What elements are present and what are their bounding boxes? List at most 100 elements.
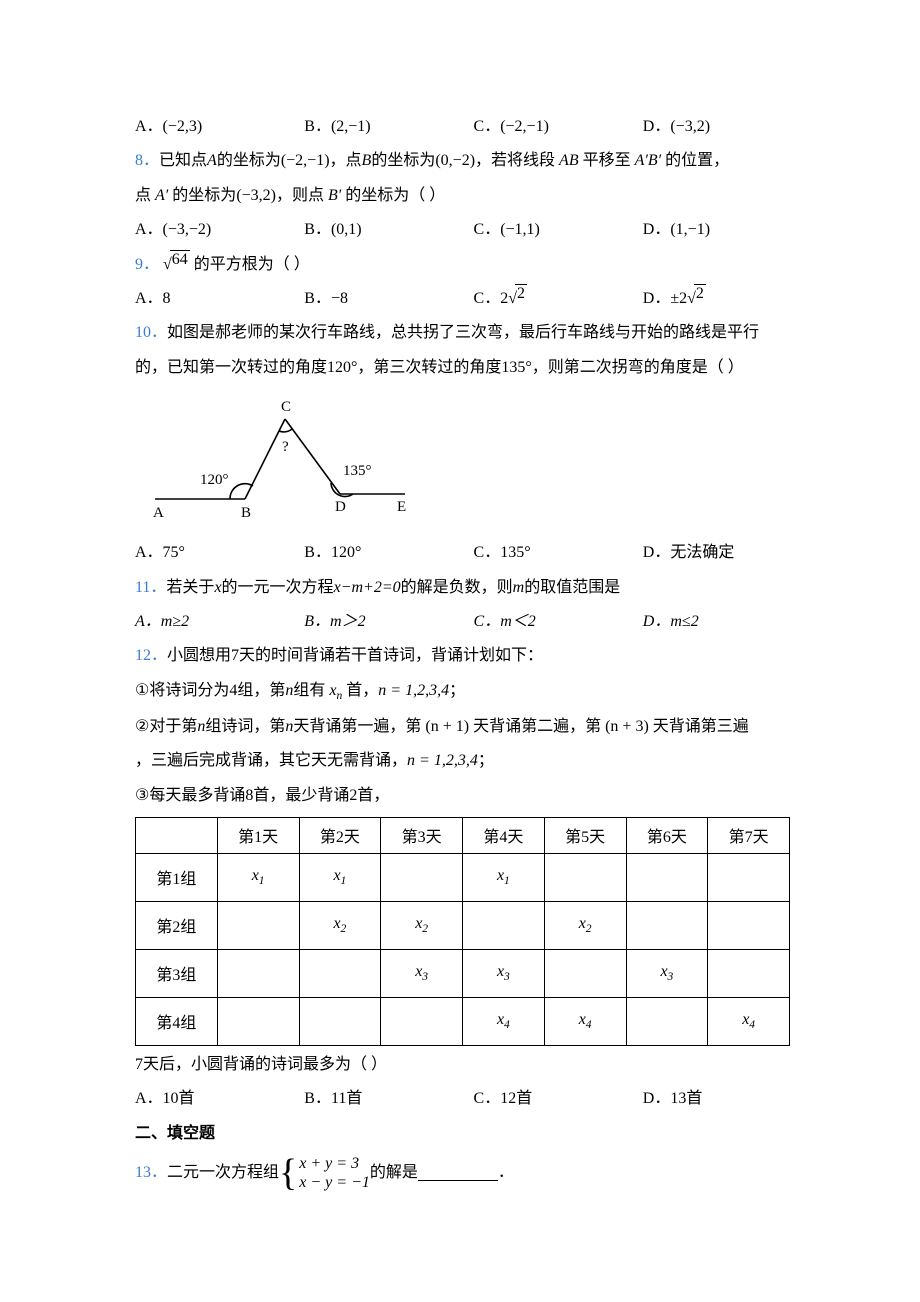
table-row-label: 第1组 [136,853,218,901]
q10-opt-c: C．135° [474,538,643,568]
table-cell [708,949,790,997]
q10-diagram: A B C D E 120° 135° ? [145,389,790,534]
q8-opt-c: C．(−1,1) [474,215,643,245]
table-cell [544,949,626,997]
table-corner [136,817,218,853]
q12-options: A．10首 B．11首 C．12首 D．13首 [135,1084,790,1114]
table-cell: x1 [463,853,545,901]
table-row-label: 第4组 [136,997,218,1045]
q12-opt-d: D．13首 [643,1084,790,1114]
label-C: C [281,399,291,415]
table-cell [544,853,626,901]
table-header: 第2天 [299,817,381,853]
q8-opt-a: A．(−3,−2) [135,215,304,245]
q10-svg: A B C D E 120° 135° ? [145,389,415,529]
sqrt-64: √64 [163,250,190,280]
q8-line1: 8．已知点A的坐标为(−2,−1)，点B的坐标为(0,−2)，若将线段 AB 平… [135,146,790,176]
q9-opt-b: B．−8 [304,284,473,314]
q9-opt-a: A．8 [135,284,304,314]
table-row-label: 第3组 [136,949,218,997]
q7-options: A．(−2,3) B．(2,−1) C．(−2,−1) D．(−3,2) [135,112,790,142]
label-B: B [241,505,251,521]
q12-number: 12． [135,647,167,664]
table-cell: x4 [708,997,790,1045]
q10-number: 10． [135,324,167,341]
table-header: 第6天 [626,817,708,853]
q12-opt-b: B．11首 [304,1084,473,1114]
label-q: ? [282,439,289,455]
label-135: 135° [343,463,372,479]
q12-bullet1: ①将诗词分为4组，第n组有 xn 首，n = 1,2,3,4； [135,676,790,708]
q12-opt-a: A．10首 [135,1084,304,1114]
table-cell: x3 [381,949,463,997]
q9-stem: 9． √64 的平方根为（ ） [135,250,790,280]
q11-stem: 11．若关于x的一元一次方程x−m+2=0的解是负数，则m的取值范围是 [135,573,790,603]
table-row: 第4组x4x4x4 [136,997,790,1045]
q10-options: A．75° B．120° C．135° D．无法确定 [135,538,790,568]
table-cell [299,949,381,997]
table-row: 第2组x2x2x2 [136,901,790,949]
q12-bullet2b: ，三遍后完成背诵，其它天无需背诵，n = 1,2,3,4； [135,746,790,776]
table-cell: x2 [544,901,626,949]
fill-blank [418,1165,498,1181]
q11-number: 11． [135,579,166,596]
table-cell [299,997,381,1045]
q8-options: A．(−3,−2) B．(0,1) C．(−1,1) D．(1,−1) [135,215,790,245]
table-cell: x2 [299,901,381,949]
table-header: 第5天 [544,817,626,853]
q7-opt-d: D．(−3,2) [643,112,790,142]
q10-opt-a: A．75° [135,538,304,568]
table-cell: x3 [463,949,545,997]
table-cell [381,853,463,901]
table-row-label: 第2组 [136,901,218,949]
label-A: A [153,505,164,521]
q7-opt-b: B．(2,−1) [304,112,473,142]
q11-options: A．m≥2 B．m＞2 C．m＜2 D．m≤2 [135,607,790,637]
table-header: 第7天 [708,817,790,853]
table-row: 第1组x1x1x1 [136,853,790,901]
q9-opt-d: D．±2√2 [643,284,790,314]
q12-bullet3: ③每天最多背诵8首，最少背诵2首， [135,781,790,811]
table-cell: x1 [217,853,299,901]
table-header: 第1天 [217,817,299,853]
table-cell: x4 [463,997,545,1045]
q7-opt-c: C．(−2,−1) [474,112,643,142]
table-cell [217,997,299,1045]
q11-opt-c: C．m＜2 [474,607,643,637]
table-cell [708,853,790,901]
table-row: 第3组x3x3x3 [136,949,790,997]
table-cell [463,901,545,949]
table-cell [626,853,708,901]
q8-number: 8． [135,152,159,169]
q10-line1: 10．如图是郝老师的某次行车路线，总共拐了三次弯，最后行车路线与开始的路线是平行 [135,318,790,348]
q10-opt-d: D．无法确定 [643,538,790,568]
q13-number: 13． [135,1158,167,1188]
q8-opt-d: D．(1,−1) [643,215,790,245]
table-cell: x2 [381,901,463,949]
table-cell [626,997,708,1045]
q7-opt-a: A．(−2,3) [135,112,304,142]
table-cell: x1 [299,853,381,901]
table-cell [217,949,299,997]
q11-opt-b: B．m＞2 [304,607,473,637]
q9-number: 9． [135,256,159,273]
table-cell: x3 [626,949,708,997]
q12-after-table: 7天后，小圆背诵的诗词最多为（ ） [135,1050,790,1080]
q13-stem: 13． 二元一次方程组 { x + y = 3 x − y = −1 的解是 ． [135,1153,790,1193]
q10-opt-b: B．120° [304,538,473,568]
q12-bullet2: ②对于第n组诗词，第n天背诵第一遍，第 (n + 1) 天背诵第二遍，第 (n … [135,712,790,742]
table-cell [626,901,708,949]
q12-opt-c: C．12首 [474,1084,643,1114]
label-D: D [335,499,346,515]
table-cell [381,997,463,1045]
q11-opt-d: D．m≤2 [643,607,790,637]
page: A．(−2,3) B．(2,−1) C．(−2,−1) D．(−3,2) 8．已… [0,0,920,1302]
q12-line1: 12．小圆想用7天的时间背诵若干首诗词，背诵计划如下： [135,641,790,671]
q10-line2: 的，已知第一次转过的角度120°，第三次转过的角度135°，则第二次拐弯的角度是… [135,353,790,383]
label-E: E [397,499,406,515]
q9-options: A．8 B．−8 C．2√2 D．±2√2 [135,284,790,314]
equation-system: { x + y = 3 x − y = −1 [279,1153,370,1193]
table-header: 第3天 [381,817,463,853]
section-2-title: 二、填空题 [135,1119,790,1149]
q9-opt-c: C．2√2 [474,284,643,314]
